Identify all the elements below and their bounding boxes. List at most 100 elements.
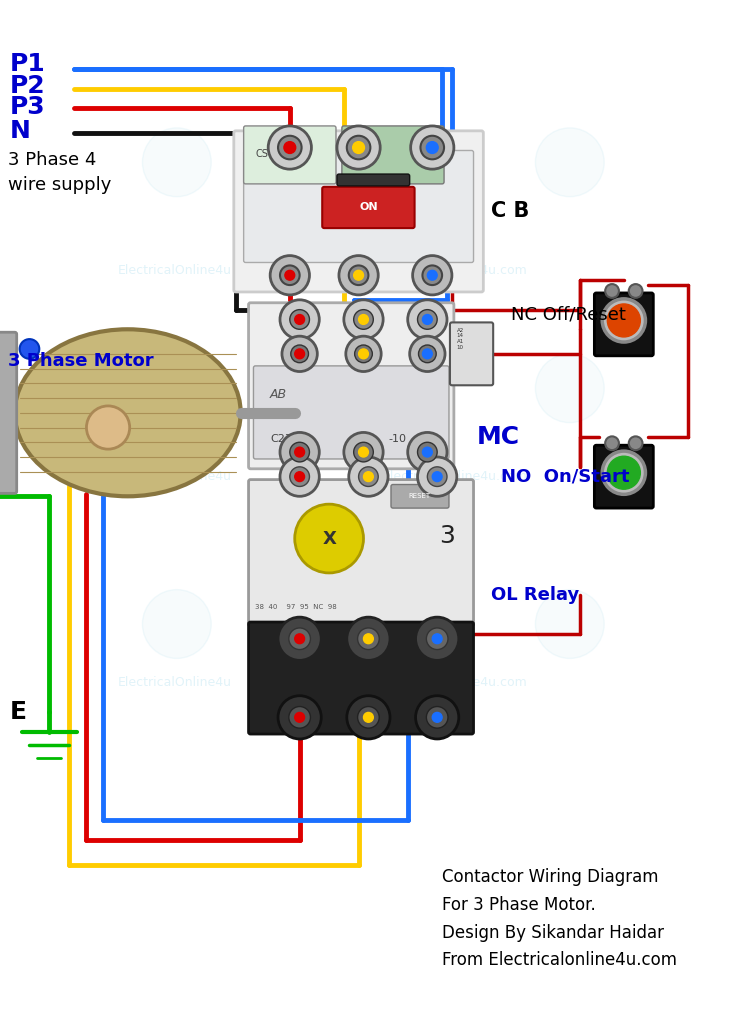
Circle shape xyxy=(278,696,321,739)
Circle shape xyxy=(278,617,321,661)
Text: X: X xyxy=(322,529,336,548)
Circle shape xyxy=(294,315,305,324)
Text: RESET: RESET xyxy=(408,494,431,500)
Text: ElectricalOnline4u: ElectricalOnline4u xyxy=(118,470,232,483)
Circle shape xyxy=(294,504,364,573)
Circle shape xyxy=(426,628,448,649)
Text: P3: P3 xyxy=(10,95,46,119)
Text: ElectricalOnline4u: ElectricalOnline4u xyxy=(118,264,232,277)
Circle shape xyxy=(285,270,294,280)
FancyBboxPatch shape xyxy=(342,126,444,184)
FancyBboxPatch shape xyxy=(249,622,473,734)
Text: Contactor Wiring Diagram
For 3 Phase Motor.
Design By Sikandar Haidar
From Elect: Contactor Wiring Diagram For 3 Phase Mot… xyxy=(442,868,677,970)
Circle shape xyxy=(411,126,454,169)
Circle shape xyxy=(607,304,640,337)
Circle shape xyxy=(417,442,437,462)
Circle shape xyxy=(358,447,369,457)
Circle shape xyxy=(280,300,319,340)
Circle shape xyxy=(294,472,305,481)
Text: MC: MC xyxy=(476,426,520,449)
Circle shape xyxy=(278,135,302,159)
Circle shape xyxy=(349,457,388,497)
FancyBboxPatch shape xyxy=(337,174,410,186)
Circle shape xyxy=(419,345,436,362)
Circle shape xyxy=(629,436,643,450)
Circle shape xyxy=(294,349,305,359)
Circle shape xyxy=(284,142,296,154)
Circle shape xyxy=(339,255,378,294)
Circle shape xyxy=(364,634,373,643)
FancyBboxPatch shape xyxy=(253,366,449,459)
Circle shape xyxy=(294,447,305,457)
Circle shape xyxy=(355,345,372,362)
Text: OL Relay: OL Relay xyxy=(491,586,579,603)
Text: N: N xyxy=(10,119,31,143)
FancyBboxPatch shape xyxy=(322,187,414,228)
Circle shape xyxy=(344,300,383,340)
Circle shape xyxy=(358,349,369,359)
Circle shape xyxy=(282,337,317,371)
Text: ElectricalOnline4u.com: ElectricalOnline4u.com xyxy=(383,264,528,277)
Text: NC Off/Reset: NC Off/Reset xyxy=(511,306,626,323)
Circle shape xyxy=(416,696,459,739)
Text: ElectricalOnline4u: ElectricalOnline4u xyxy=(118,676,232,689)
Text: C B: C B xyxy=(491,201,530,222)
Circle shape xyxy=(602,299,645,342)
Circle shape xyxy=(422,266,442,285)
Circle shape xyxy=(432,472,442,481)
Circle shape xyxy=(422,447,432,457)
Text: 3 Phase 4
wire supply: 3 Phase 4 wire supply xyxy=(8,151,111,194)
Circle shape xyxy=(428,270,437,280)
Circle shape xyxy=(290,310,309,329)
Circle shape xyxy=(432,634,442,643)
Text: ON: ON xyxy=(359,202,378,212)
FancyBboxPatch shape xyxy=(249,303,454,469)
Circle shape xyxy=(354,270,364,280)
Circle shape xyxy=(428,467,447,486)
FancyBboxPatch shape xyxy=(244,151,473,263)
Text: ElectricalOnline4u.com: ElectricalOnline4u.com xyxy=(383,470,528,483)
Circle shape xyxy=(413,255,452,294)
FancyBboxPatch shape xyxy=(595,293,654,356)
Circle shape xyxy=(337,126,381,169)
Circle shape xyxy=(408,432,447,472)
Text: P1: P1 xyxy=(10,52,46,76)
Circle shape xyxy=(354,310,373,329)
Circle shape xyxy=(344,432,383,472)
Circle shape xyxy=(605,436,619,450)
Circle shape xyxy=(410,337,445,371)
Text: AB: AB xyxy=(270,388,287,401)
Circle shape xyxy=(280,432,319,472)
Circle shape xyxy=(349,266,369,285)
Circle shape xyxy=(535,354,604,423)
Circle shape xyxy=(143,354,211,423)
Circle shape xyxy=(416,617,459,661)
Circle shape xyxy=(364,472,373,481)
Text: P2: P2 xyxy=(10,74,46,97)
Circle shape xyxy=(347,696,390,739)
Circle shape xyxy=(426,707,448,728)
FancyBboxPatch shape xyxy=(595,445,654,508)
Circle shape xyxy=(535,128,604,197)
Circle shape xyxy=(629,284,643,298)
Circle shape xyxy=(422,349,432,359)
Circle shape xyxy=(358,315,369,324)
FancyBboxPatch shape xyxy=(244,126,336,184)
Circle shape xyxy=(605,284,619,298)
Circle shape xyxy=(535,590,604,659)
Circle shape xyxy=(280,266,300,285)
Circle shape xyxy=(432,712,442,722)
FancyBboxPatch shape xyxy=(391,484,449,508)
Circle shape xyxy=(417,310,437,329)
Circle shape xyxy=(294,712,305,722)
Text: 3 Phase Motor: 3 Phase Motor xyxy=(8,352,154,369)
Circle shape xyxy=(289,628,311,649)
Circle shape xyxy=(358,707,379,728)
Circle shape xyxy=(353,142,364,154)
Text: 38  40    97  95  NC  98: 38 40 97 95 NC 98 xyxy=(255,604,337,610)
Text: CSG: CSG xyxy=(255,150,275,159)
Circle shape xyxy=(417,457,457,497)
Circle shape xyxy=(289,707,311,728)
Circle shape xyxy=(291,345,308,362)
Circle shape xyxy=(290,442,309,462)
